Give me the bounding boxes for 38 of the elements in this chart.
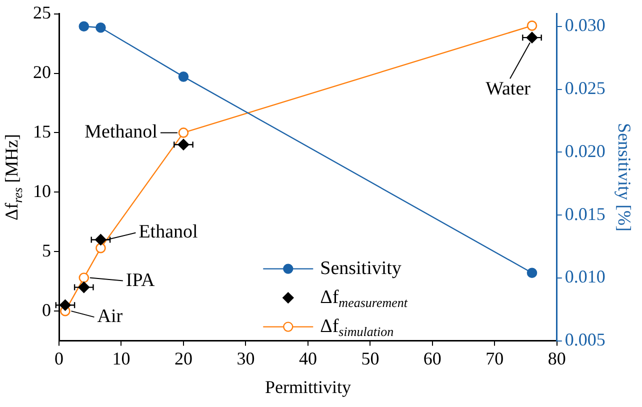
x-tick-label: 10 [112,348,130,368]
point [526,20,538,31]
x-tick-label: 0 [54,348,64,368]
annotation: Water [486,78,532,100]
annotation: IPA [126,270,156,291]
y-tick-label: 15 [33,121,51,142]
point [96,242,106,254]
point [178,72,189,82]
legend-label: Sensitivity [320,258,402,279]
y2-tick-label: 0.030 [564,15,606,36]
x-tick-label: 50 [361,348,380,368]
y-axis-title: Δfres [MHz] [2,134,25,220]
y2-tick-label: 0.010 [564,266,606,287]
y2-tick-label: 0.005 [564,330,606,350]
point [78,21,90,32]
y2-tick-label: 0.020 [564,140,606,161]
x-tick-label: 30 [236,348,255,368]
x-tick-label: 70 [486,348,504,368]
x-tick-label: 80 [548,348,566,368]
y2-tick-label: 0.015 [564,204,606,224]
y-tick-label: 20 [33,62,51,82]
y-tick-label: 25 [33,2,51,23]
x-tick-label: 40 [298,348,317,368]
point [78,272,90,283]
y2-axis-title: Sensitivity [%] [614,123,634,232]
y-tick-label: 0 [42,300,51,320]
point [178,128,189,138]
point [526,268,538,278]
y-tick-label: 10 [33,180,51,201]
y-tick-label: 5 [42,240,51,260]
x-axis-title: Permittivity [264,376,351,397]
y2-tick-label: 0.025 [564,78,606,98]
x-tick-label: 20 [174,348,192,368]
x-tick-label: 60 [423,348,442,368]
annotation: Methanol [84,122,158,143]
point [96,22,106,33]
annotation: Air [97,306,124,328]
annotation: Ethanol [138,222,198,243]
